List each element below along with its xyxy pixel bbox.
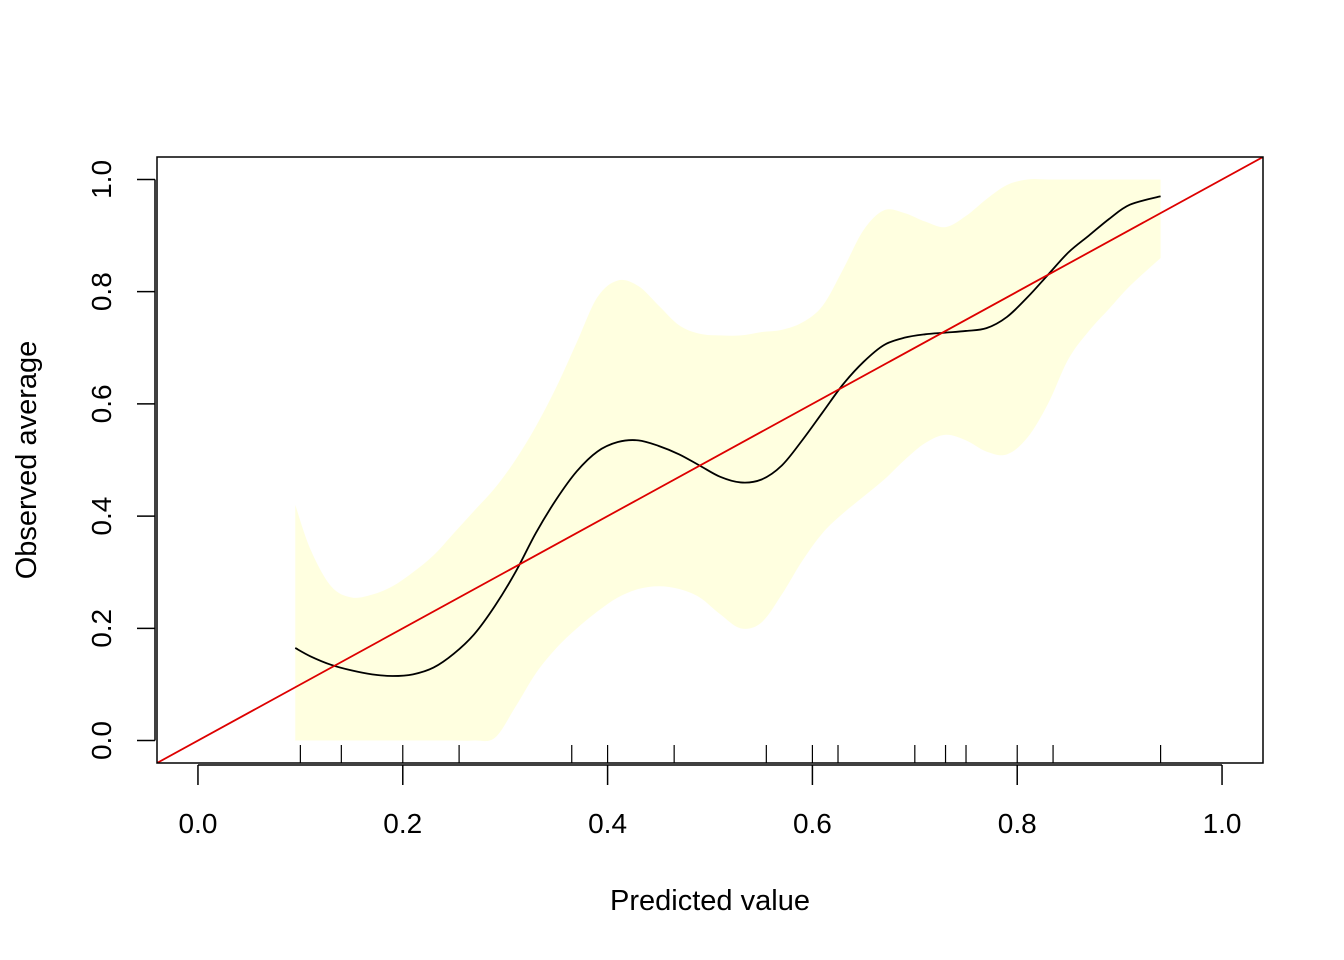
y-tick-label: 0.6 bbox=[86, 384, 117, 423]
reference-diagonal-line bbox=[157, 157, 1263, 763]
y-tick-label: 0.2 bbox=[86, 609, 117, 648]
plot-frame bbox=[156, 156, 1264, 764]
plot-content bbox=[157, 157, 1263, 763]
confidence-band bbox=[295, 179, 1161, 742]
x-tick-label: 0.4 bbox=[588, 808, 627, 839]
y-tick-label: 0.8 bbox=[86, 272, 117, 311]
calibration-curve bbox=[294, 195, 1161, 677]
y-tick-label: 0.0 bbox=[86, 721, 117, 760]
x-axis: 0.0 0.2 0.4 0.6 0.8 1.0 bbox=[178, 764, 1242, 839]
y-axis-title: Observed average bbox=[11, 341, 43, 580]
x-tick-label: 0.8 bbox=[998, 808, 1037, 839]
x-tick-label: 1.0 bbox=[1203, 808, 1242, 839]
y-tick-label: 1.0 bbox=[86, 160, 117, 199]
y-tick-label: 0.4 bbox=[86, 497, 117, 536]
rug-ticks bbox=[299, 745, 1162, 763]
x-tick-label: 0.6 bbox=[793, 808, 832, 839]
x-axis-title: Predicted value bbox=[610, 885, 810, 917]
y-axis: 0.0 0.2 0.4 0.6 0.8 1.0 bbox=[86, 160, 156, 760]
x-tick-label: 0.0 bbox=[178, 808, 217, 839]
x-tick-label: 0.2 bbox=[383, 808, 422, 839]
